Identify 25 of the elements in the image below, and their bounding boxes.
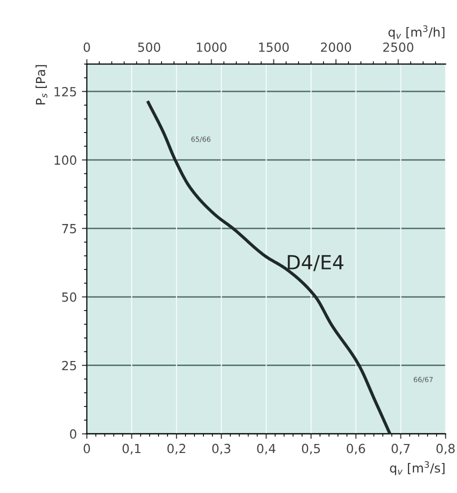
- x-tick-label: 0,2: [167, 444, 186, 455]
- x2-axis-title: q$_{v}$ [m$^{3}$/h]: [388, 25, 444, 40]
- x-tick-label: 0,4: [257, 444, 276, 455]
- x-tick-label: 0,8: [436, 444, 455, 455]
- x-tick-label: 0,5: [302, 444, 320, 455]
- x2-tick-label: 0: [84, 42, 90, 52]
- y-tick-label: 100: [54, 155, 76, 165]
- y-tick-label: 75: [62, 224, 76, 234]
- x2-tick-label: 2000: [320, 42, 352, 52]
- series-label: D4/E4: [288, 255, 344, 272]
- x-tick-label: 0,6: [346, 444, 366, 455]
- x-axis-title: q$_{v}$ [m$^{3}$/s]: [390, 461, 444, 476]
- x2-tick-label: 1500: [259, 42, 289, 52]
- x2-tick-label: 1000: [196, 42, 226, 52]
- x2-tick-label: 500: [138, 42, 160, 52]
- x-tick-label: 0,7: [392, 444, 410, 455]
- y-axis-title: P$_{s}$ [Pa]: [36, 65, 48, 104]
- y-tick-label: 25: [62, 360, 76, 370]
- x-tick-label: 0,1: [122, 444, 140, 455]
- x2-tick-label: 2500: [383, 42, 414, 52]
- x-tick-label: 0,3: [212, 444, 230, 455]
- y-tick-label: 125: [54, 86, 76, 96]
- y-tick-label: 0: [70, 429, 76, 439]
- y-tick-label: 50: [62, 292, 76, 302]
- x-tick-label: 0: [84, 444, 90, 454]
